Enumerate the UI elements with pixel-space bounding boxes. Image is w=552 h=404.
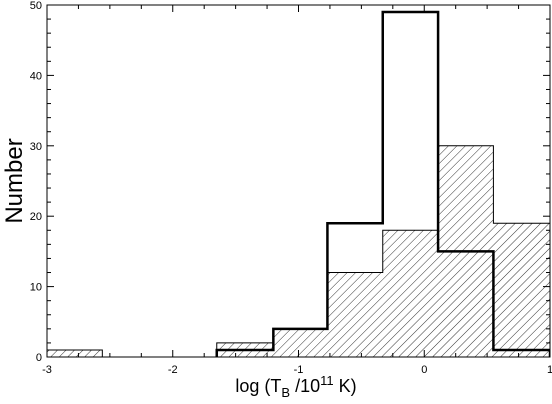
x-tick-label: 0 — [421, 364, 427, 376]
x-tick-label: -3 — [42, 364, 52, 376]
y-tick-label: 20 — [30, 211, 42, 223]
y-tick-label: 50 — [30, 0, 42, 12]
x-tick-label: -2 — [168, 364, 178, 376]
hatched-bin-bar — [327, 272, 383, 357]
x-axis-title-suffix: K) — [334, 376, 357, 396]
y-tick-label: 40 — [30, 70, 42, 82]
x-axis-title-superscript: 11 — [320, 373, 334, 388]
hatched-bin-bar — [493, 223, 550, 357]
x-axis-title-prefix: log (T — [235, 376, 281, 396]
x-axis-title-middle: /10 — [290, 376, 320, 396]
y-tick-label: 30 — [30, 141, 42, 153]
y-tick-label: 0 — [36, 352, 42, 364]
hatched-bin-bar — [47, 349, 103, 357]
x-tick-label: -1 — [294, 364, 304, 376]
x-axis-title-subscript: B — [281, 385, 290, 400]
hatched-bin-bar — [273, 328, 328, 357]
x-axis-title: log (TB /1011 K) — [235, 373, 356, 400]
outline-histogram-series — [215, 10, 550, 357]
hatched-bin-bar — [382, 230, 439, 357]
y-tick-label: 10 — [30, 282, 42, 294]
x-tick-label: 1 — [547, 364, 552, 376]
outline-series-step — [215, 10, 550, 357]
y-axis-title: Number — [1, 138, 28, 223]
